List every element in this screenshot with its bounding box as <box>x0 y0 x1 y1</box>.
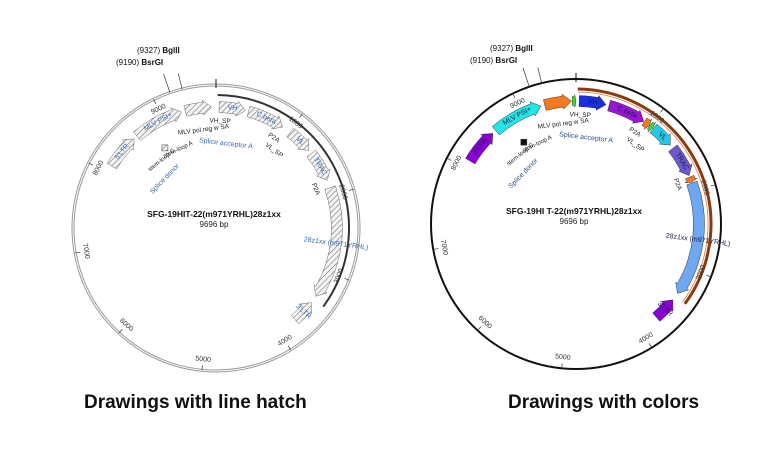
plasmid-name: SFG-19HIT-22(m971YRHL)28z1xx <box>114 209 314 219</box>
tick-label: 8000 <box>92 160 105 177</box>
plasmid-map-hatch-panel: 1000200030004000500060007000800090005'LT… <box>0 0 384 449</box>
feature-element <box>543 94 571 110</box>
restriction-site-bglii: (9327) BglII <box>137 46 180 55</box>
plasmid-name: SFG-19HI T-22(m971YRHL)28z1xx <box>474 206 674 216</box>
plasmid-size: 9696 bp <box>114 220 314 229</box>
restriction-site-bsrgi: (9190) BsrGI <box>470 56 517 65</box>
tick-label: 7000 <box>81 243 91 260</box>
tick-label: 1000 <box>648 110 665 125</box>
tick-label: 7000 <box>439 239 449 256</box>
site-leader-line <box>523 68 529 87</box>
tick-label: 4000 <box>277 334 294 348</box>
restriction-site-bglii: (9327) BglII <box>490 44 533 53</box>
restriction-site-bsrgi: (9190) BsrGI <box>116 58 163 67</box>
annotation-label: P2A <box>672 177 683 192</box>
plasmid-map-color-panel: 1000200030004000500060007000800090005'LT… <box>384 0 768 449</box>
tick-label: 8000 <box>450 155 463 172</box>
svg-text:VH: VH <box>587 98 598 106</box>
tick-label: 4000 <box>638 331 655 345</box>
annotation-label: P2A <box>310 182 321 197</box>
tick-label: 1000 <box>287 116 304 131</box>
plasmid-map-hatch: 1000200030004000500060007000800090005'LT… <box>0 0 384 380</box>
tick-label: 6000 <box>477 315 493 331</box>
stem-loop-marker <box>162 145 168 151</box>
caption-line-hatch: Drawings with line hatch <box>84 392 307 414</box>
annotation-label: VL_SP <box>264 142 284 160</box>
tick-label: 5000 <box>195 355 211 364</box>
annotation-label: Splice acceptor A <box>199 137 254 150</box>
plasmid-map-color: 1000200030004000500060007000800090005'LT… <box>384 0 768 380</box>
annotation-label: VL_SP <box>625 136 645 154</box>
tick-label: 5000 <box>555 353 571 362</box>
annotation-label: Splice acceptor A <box>559 131 614 144</box>
feature-element <box>184 100 212 116</box>
caption-colors: Drawings with colors <box>508 392 699 414</box>
annotation-label: MLV pol reg w SA <box>537 117 590 131</box>
site-leader-line <box>538 68 542 84</box>
svg-text:VH: VH <box>227 104 238 112</box>
tick-label: 6000 <box>118 317 134 333</box>
feature-element <box>572 95 576 108</box>
stem-loop-marker <box>521 139 527 145</box>
annotation-label: MLV pol reg w SA <box>177 123 230 137</box>
site-leader-line <box>178 74 182 90</box>
plasmid-size: 9696 bp <box>474 217 674 226</box>
site-leader-line <box>164 74 170 93</box>
